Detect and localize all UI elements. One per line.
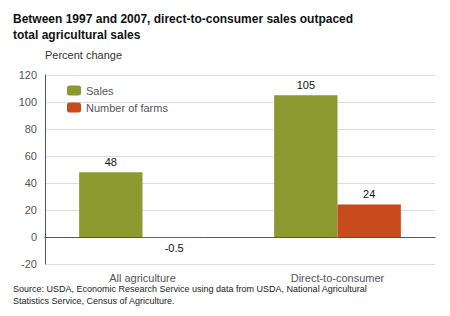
svg-text:Number of farms: Number of farms <box>86 102 168 114</box>
svg-text:80: 80 <box>25 123 37 135</box>
svg-text:Sales: Sales <box>86 85 114 97</box>
svg-text:Between 1997 and 2007, direct-: Between 1997 and 2007, direct-to-consume… <box>13 12 353 26</box>
svg-text:Statistics Service, Census of: Statistics Service, Census of Agricultur… <box>13 296 175 306</box>
svg-text:40: 40 <box>25 177 37 189</box>
svg-text:Source: USDA, Economic Researc: Source: USDA, Economic Research Service … <box>13 284 367 294</box>
svg-text:0: 0 <box>31 231 37 243</box>
svg-text:Percent change: Percent change <box>45 49 122 61</box>
svg-text:105: 105 <box>297 79 315 91</box>
svg-text:20: 20 <box>25 204 37 216</box>
svg-text:60: 60 <box>25 150 37 162</box>
svg-text:24: 24 <box>363 188 375 200</box>
svg-text:-20: -20 <box>21 258 37 270</box>
svg-text:48: 48 <box>105 156 117 168</box>
svg-text:120: 120 <box>19 69 37 81</box>
svg-text:total agricultural sales: total agricultural sales <box>13 28 141 42</box>
svg-text:100: 100 <box>19 96 37 108</box>
svg-text:All agriculture: All agriculture <box>109 272 176 284</box>
svg-text:-0.5: -0.5 <box>165 242 184 254</box>
svg-text:Direct-to-consumer: Direct-to-consumer <box>291 272 385 284</box>
